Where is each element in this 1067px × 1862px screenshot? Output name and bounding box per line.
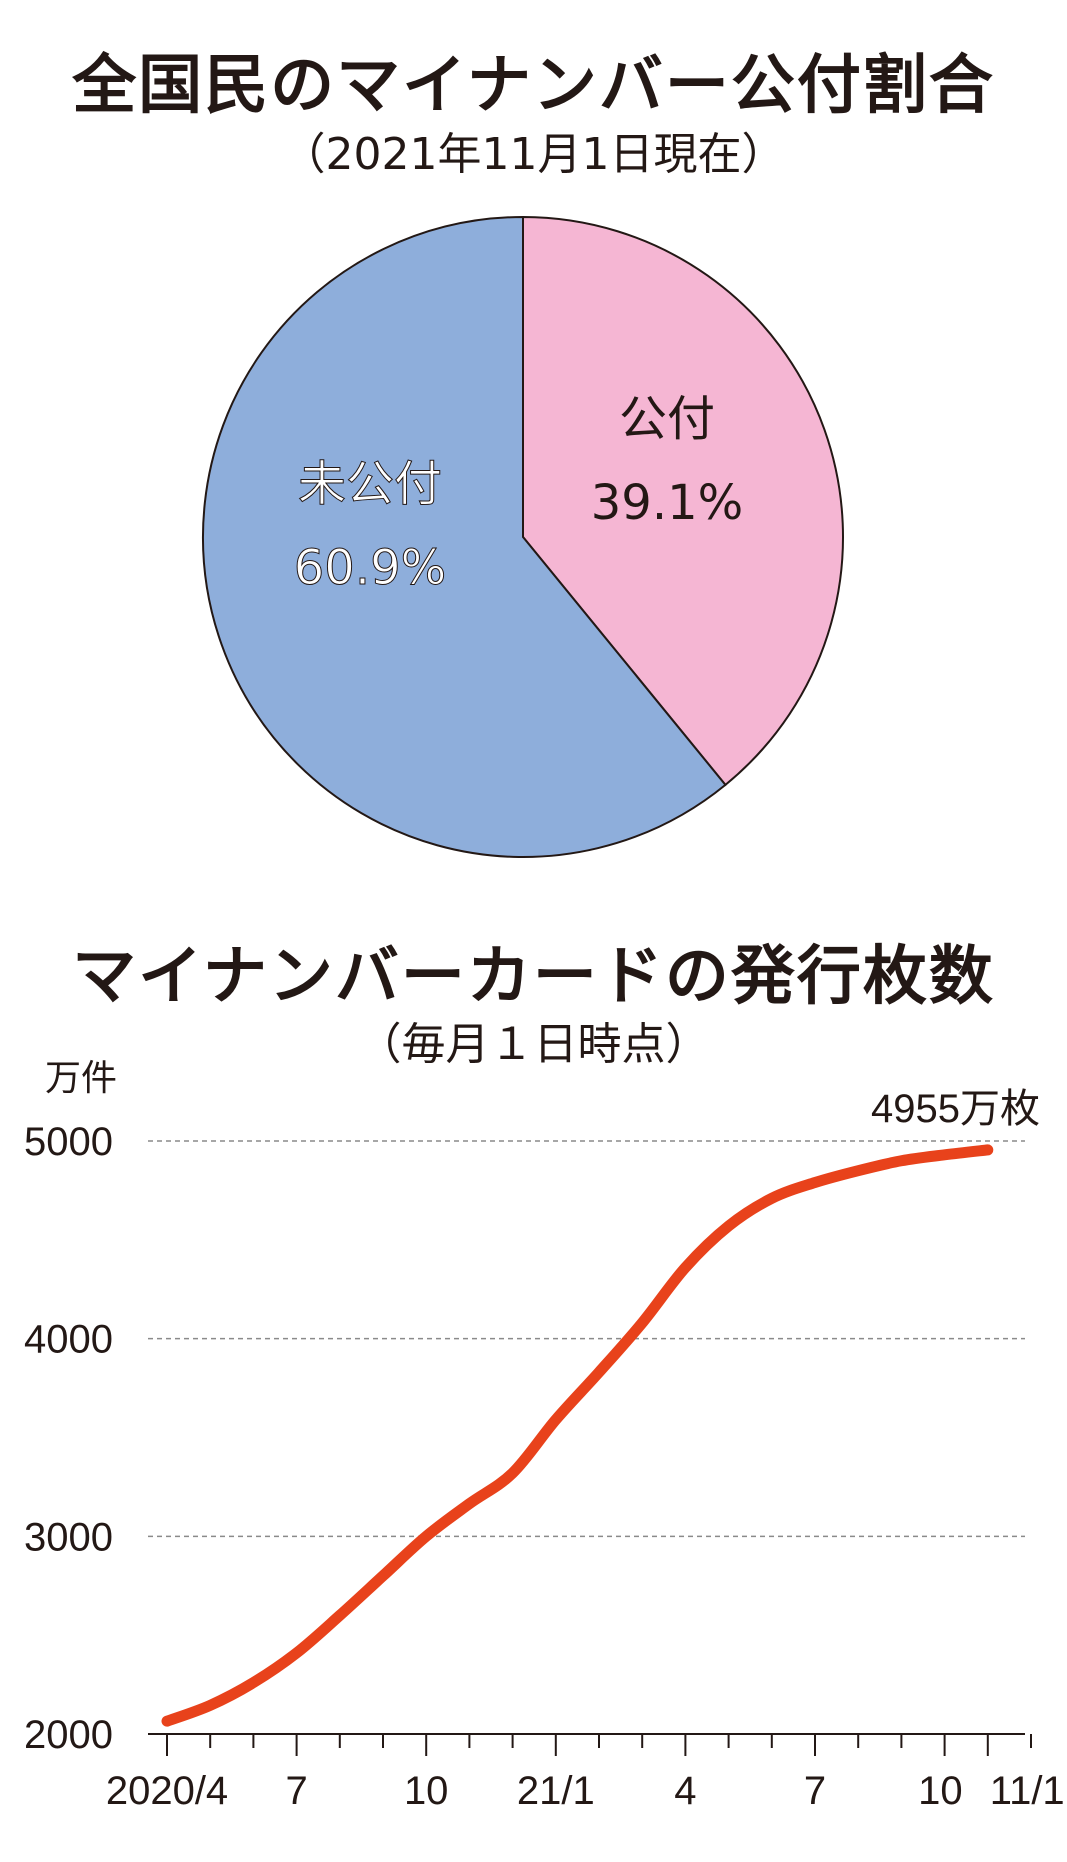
pie-chart-title: 全国民のマイナンバー公付割合 [72, 49, 995, 123]
y-axis-unit-label: 万件 [45, 1058, 117, 1099]
x-tick-label: 10 [404, 1769, 449, 1813]
y-tick-label: 2000 [24, 1713, 113, 1757]
pie-chart: 公付 39.1% 未公付 60.9% [202, 215, 844, 858]
y-tick-label: 5000 [24, 1120, 113, 1164]
x-tick-label: 2020/4 [106, 1769, 228, 1813]
line-chart-title: マイナンバーカードの発行枚数 [72, 940, 995, 1014]
pie-chart-subtitle: （2021年11月1日現在） [281, 129, 786, 180]
y-tick-label: 4000 [24, 1318, 113, 1362]
series-line [161, 1144, 994, 1727]
pie-slice-value-label: 60.9% [294, 540, 446, 596]
x-tick-label: 4 [674, 1769, 696, 1813]
y-tick-label: 3000 [24, 1515, 113, 1559]
x-tick-label: 11/1 [990, 1769, 1065, 1813]
x-tick-label: 21/1 [517, 1769, 595, 1813]
annotation-label: 4955万枚 [871, 1087, 1040, 1131]
line-chart-subtitle: （毎月１日時点） [357, 1019, 710, 1070]
pie-slice-value-label: 39.1% [591, 475, 743, 531]
x-tick-label: 7 [804, 1769, 826, 1813]
pie-slice-label: 公付 [619, 391, 715, 447]
pie-slice [522, 215, 844, 787]
pie-slice-label: 未公付 [298, 456, 442, 512]
x-tick-label: 10 [918, 1769, 963, 1813]
x-tick-label: 7 [285, 1769, 307, 1813]
pie-slice [202, 215, 727, 858]
